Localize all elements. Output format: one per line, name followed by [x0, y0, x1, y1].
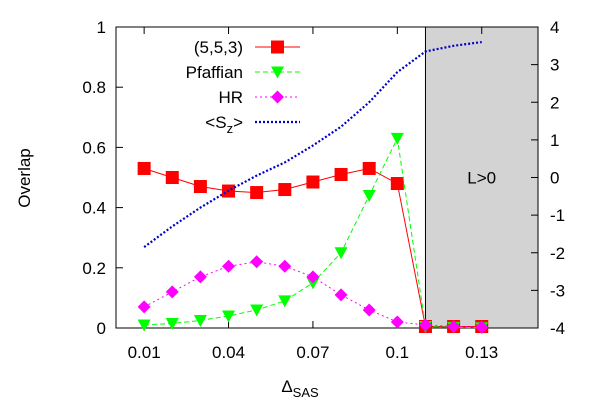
y-tick-label: 0 — [97, 319, 106, 338]
data-point — [475, 320, 489, 334]
legend-label: (5,5,3) — [194, 38, 243, 57]
data-point — [278, 295, 292, 308]
data-point — [390, 315, 404, 329]
data-point — [334, 288, 348, 302]
series-line-3 — [143, 40, 482, 248]
data-point — [137, 319, 151, 332]
data-point — [137, 161, 151, 175]
series-layer — [137, 40, 489, 335]
data-point — [390, 177, 404, 191]
y2-tick-label: 2 — [550, 93, 559, 112]
data-point — [447, 319, 461, 333]
x-tick-label: 0.04 — [212, 343, 245, 362]
data-point — [362, 303, 376, 317]
y2-tick-label: -1 — [550, 206, 565, 225]
x-tick-label: 0.1 — [386, 343, 410, 362]
data-point — [165, 171, 179, 184]
data-point — [250, 255, 264, 269]
data-point — [165, 285, 179, 299]
data-point — [334, 247, 348, 260]
data-point — [222, 259, 236, 273]
y2-tick-label: 4 — [550, 18, 559, 37]
y2-tick-label: 3 — [550, 56, 559, 75]
legend-marker — [271, 90, 284, 104]
data-point — [362, 190, 376, 203]
data-point — [137, 300, 151, 314]
legend-label: <Sz> — [205, 113, 243, 136]
y2-tick-label: -2 — [550, 244, 565, 263]
y2-tick-label: 0 — [550, 169, 559, 188]
data-point — [278, 259, 292, 273]
data-point — [193, 270, 207, 284]
data-point — [250, 186, 264, 200]
data-point — [306, 270, 320, 284]
y-tick-label: 0.2 — [82, 259, 106, 278]
data-point — [165, 317, 179, 330]
legend-label: Pfaffian — [186, 63, 243, 82]
x-axis-label-main: Δ — [281, 377, 292, 396]
y-tick-label: 1 — [97, 18, 106, 37]
data-point — [193, 180, 207, 194]
x-tick-label: 0.01 — [128, 343, 161, 362]
y2-tick-label: 1 — [550, 131, 559, 150]
data-point — [306, 175, 320, 189]
x-tick-label: 0.13 — [465, 343, 498, 362]
data-point — [278, 183, 292, 197]
y2-tick-label: -4 — [550, 319, 565, 338]
legend-marker — [271, 66, 284, 79]
y-tick-label: 0.4 — [82, 199, 106, 218]
data-point — [334, 167, 348, 181]
data-point — [306, 277, 320, 290]
y-tick-label: 0.6 — [82, 138, 106, 157]
x-axis-label: ΔSAS — [281, 377, 319, 400]
x-tick-label: 0.07 — [296, 343, 329, 362]
y-axis-label: Overlap — [15, 148, 34, 208]
shaded-region — [424, 26, 539, 329]
data-point — [362, 161, 376, 175]
x-axis-label-sub: SAS — [293, 385, 319, 400]
y2-tick-label: -3 — [550, 281, 565, 300]
y-tick-label: 0.8 — [82, 78, 106, 97]
axes-layer: 0.01 0.04 0.07 0.1 0.13 0 0.2 0.4 0.6 0.8 1 -4 -3 -2 -… — [82, 18, 565, 362]
data-point — [193, 314, 207, 327]
legend: (5,5,3) Pfaffian HR <Sz> — [186, 38, 300, 136]
data-point — [390, 132, 404, 145]
data-point — [418, 318, 432, 332]
shaded-region-label: L>0 — [467, 169, 496, 188]
legend-label: HR — [218, 88, 243, 107]
data-point — [222, 310, 236, 323]
shaded-region-layer: L>0 — [424, 26, 539, 329]
legend-marker — [271, 40, 284, 54]
data-point — [250, 304, 264, 317]
